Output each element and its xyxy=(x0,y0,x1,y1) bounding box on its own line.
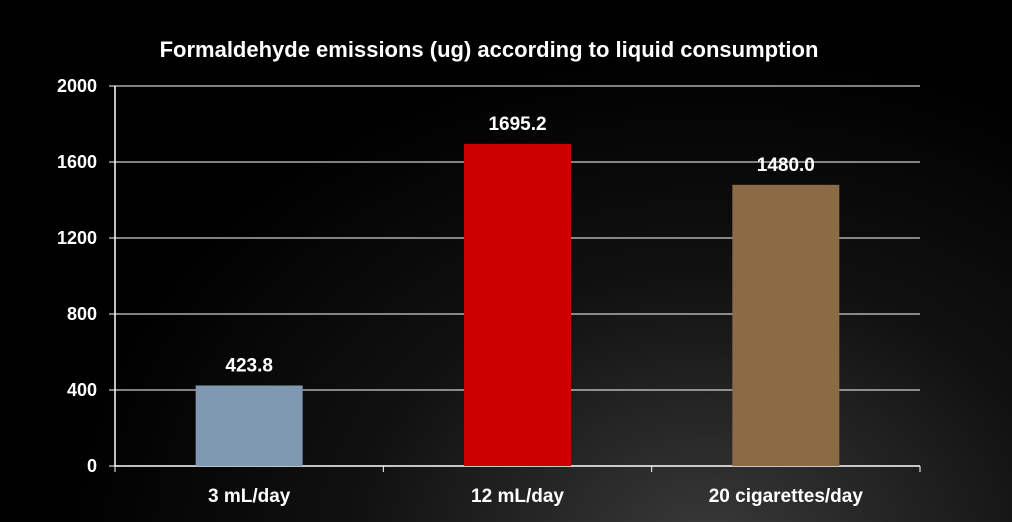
y-tick-label: 400 xyxy=(67,380,97,400)
bar xyxy=(732,184,840,467)
data-label: 1695.2 xyxy=(488,114,546,135)
data-label: 423.8 xyxy=(225,355,273,376)
y-tick-label: 1600 xyxy=(57,152,97,172)
x-tick-label: 20 cigarettes/day xyxy=(709,486,864,507)
y-tick-label: 800 xyxy=(67,304,97,324)
bar xyxy=(195,385,303,466)
data-label: 1480.0 xyxy=(757,155,815,176)
data-labels: 423.8 1695.2 1480.0 xyxy=(225,114,815,377)
x-tick-label: 12 mL/day xyxy=(471,486,564,507)
x-tick-label: 3 mL/day xyxy=(208,486,291,507)
y-tick-label: 2000 xyxy=(57,76,97,96)
y-tick-label: 1200 xyxy=(57,228,97,248)
bars xyxy=(195,143,840,467)
bar xyxy=(464,143,571,467)
y-tick-label: 0 xyxy=(87,456,97,476)
chart-title: Formaldehyde emissions (ug) according to… xyxy=(160,37,819,62)
